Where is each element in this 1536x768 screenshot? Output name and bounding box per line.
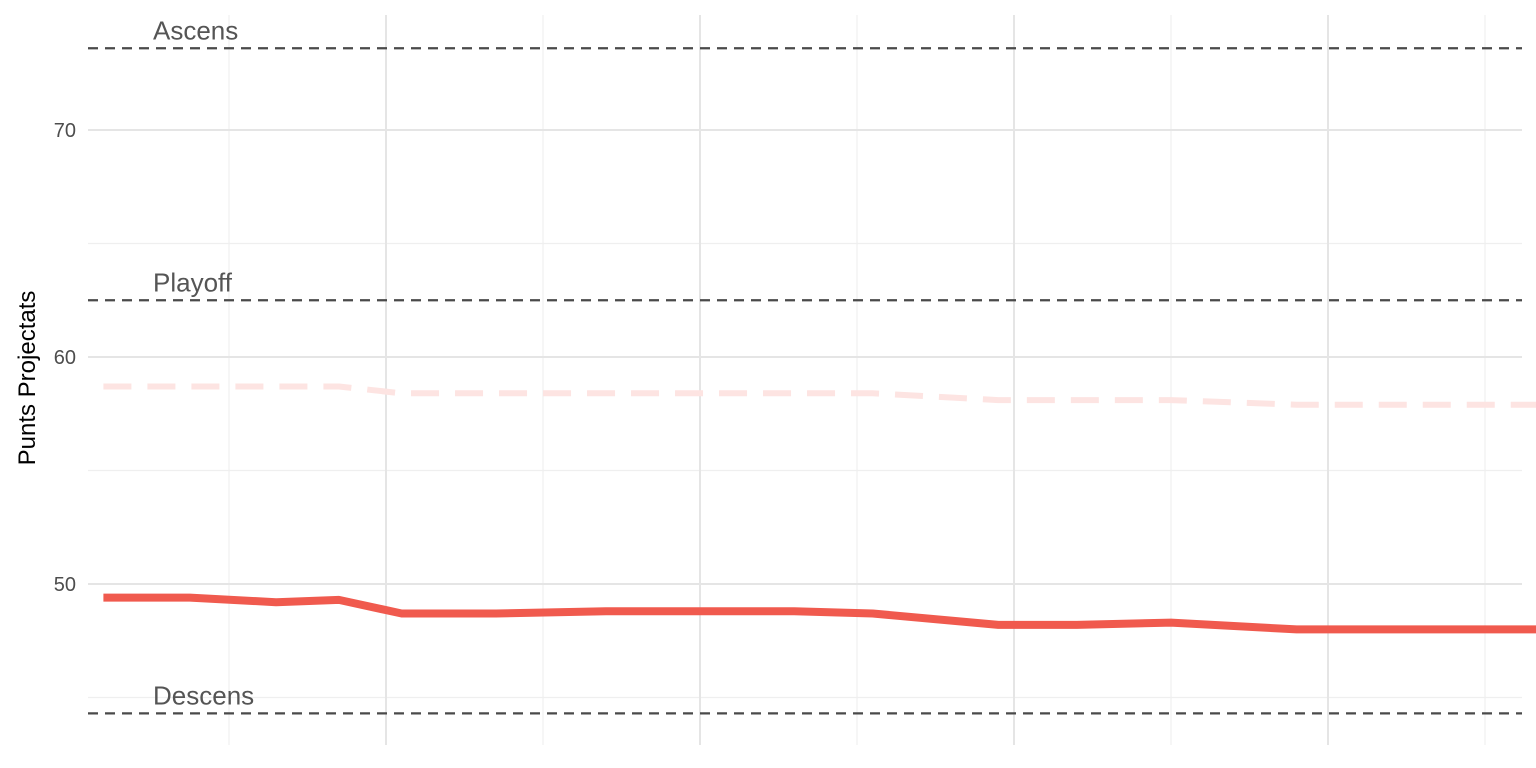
y-axis-title: Punts Projectats (14, 291, 41, 466)
reference-label-ascens: Ascens (153, 15, 238, 45)
y-tick-label: 70 (54, 120, 76, 142)
series-line-dashed (103, 383, 1536, 408)
reference-label-playoff: Playoff (153, 267, 233, 297)
y-axis-ticks: 50 60 70 (54, 120, 76, 596)
y-tick-label: 60 (54, 347, 76, 369)
y-tick-label: 50 (54, 574, 76, 596)
series-line-solid (103, 593, 1536, 634)
series (103, 383, 1536, 634)
grid (88, 15, 1522, 745)
reference-label-descens: Descens (153, 680, 254, 710)
reference-lines: Ascens Playoff Descens (88, 15, 1522, 715)
